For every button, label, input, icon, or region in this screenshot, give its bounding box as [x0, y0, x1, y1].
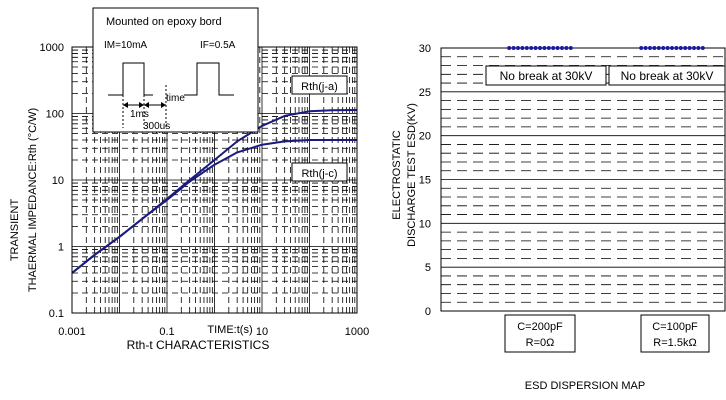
esd-category-box: [504, 314, 576, 353]
inset-label-300us: 300us: [143, 121, 170, 132]
esd-y-tick-label: 25: [419, 87, 431, 99]
esd-point: [560, 46, 564, 50]
esd-point: [529, 46, 534, 50]
esd-grid: [441, 56, 725, 303]
rth-y-tick-label: 0.1: [49, 308, 64, 320]
esd-point: [670, 46, 674, 50]
rth-caption: Rth-t CHARACTERISTICS: [127, 338, 270, 352]
esd-category-label-r: R=0Ω: [526, 337, 555, 349]
rth-x-tick-label: 1000: [345, 326, 369, 338]
inset-label-1ms: 1ms: [130, 109, 149, 120]
esd-point: [555, 46, 560, 50]
rth-x-tick-label: 0.1: [159, 326, 174, 338]
esd-point: [652, 46, 657, 50]
esd-point: [568, 46, 573, 50]
esd-category-label-c: C=200pF: [517, 321, 563, 333]
esd-plot-frame: [440, 47, 726, 312]
inset-pulse-im: [108, 62, 153, 96]
esd-point: [511, 46, 516, 50]
rth-y-tick-label: 100: [46, 109, 64, 121]
esd-y-tick-label: 20: [419, 131, 431, 143]
esd-point: [643, 46, 648, 50]
esd-y-tick-label: 30: [419, 43, 431, 55]
inset-title: Mounted on epoxy bord: [106, 16, 222, 28]
rth-jc-curve: [71, 139, 357, 274]
rth-jc-label: Rth(j-c): [301, 168, 337, 180]
esd-point: [696, 46, 701, 50]
esd-category-labels: C=200pF R=0Ω C=100pF R=1.5kΩ: [504, 314, 710, 353]
inset-label-if: IF=0.5A: [200, 40, 236, 51]
rth-curves: [71, 109, 358, 274]
esd-y-tick-label: 10: [419, 218, 431, 230]
esd-point: [542, 46, 547, 50]
rth-y-tick-label: 1000: [40, 42, 64, 54]
esd-point: [692, 46, 696, 50]
rth-ja-label: Rth(j-a): [301, 81, 338, 93]
legend-rth-ja: Rth(j-a): [291, 75, 348, 95]
esd-note-label: No break at 30kV: [500, 69, 593, 83]
rth-t-chart: 1000 100 10 1 0.1 0.001 0.1 10 1000 TIME:t(s) R…: [9, 7, 369, 352]
esd-notes: No break at 30kV No break at 30kV: [485, 65, 726, 86]
esd-point: [674, 46, 679, 50]
esd-y-tick-label: 15: [419, 175, 431, 187]
esd-point: [546, 46, 551, 50]
esd-category-label-r: R=1.5kΩ: [653, 337, 696, 349]
esd-caption: ESD DISPERSION MAP: [525, 380, 645, 392]
esd-point: [687, 46, 692, 50]
esd-point: [564, 46, 569, 50]
esd-y-axis-label-line2: DISCHARGE TEST ESD(KV): [406, 103, 418, 247]
esd-point: [533, 46, 538, 50]
inset-label-im: IM=10mA: [104, 40, 147, 51]
esd-point: [656, 46, 661, 50]
rth-y-tick-label: 10: [52, 175, 64, 187]
esd-point: [678, 46, 683, 50]
rth-y-tick-label: 1: [58, 242, 64, 254]
inset-label-time: time: [166, 93, 185, 104]
rth-y-axis-label-line1: TRANSIENT: [9, 199, 21, 262]
inset-pulse-if: [184, 62, 234, 96]
esd-point: [520, 46, 525, 50]
esd-point: [661, 46, 666, 50]
rth-y-tick-labels: 1000 100 10 1 0.1: [40, 42, 64, 320]
esd-note-box: [608, 65, 726, 86]
esd-category-label-c: C=100pF: [652, 321, 698, 333]
esd-note-box: [485, 65, 607, 86]
legend-rth-jc: Rth(j-c): [291, 162, 348, 182]
rth-x-tick-label: 0.001: [58, 326, 86, 338]
esd-points: [507, 46, 705, 50]
esd-y-tick-label: 0: [425, 306, 431, 318]
esd-point: [516, 46, 520, 50]
esd-y-tick-labels: 30 25 20 15 10 5 0: [419, 43, 431, 318]
esd-y-tick-label: 5: [425, 262, 431, 274]
esd-point: [700, 46, 705, 50]
esd-note-label: No break at 30kV: [621, 69, 714, 83]
esd-point: [551, 46, 556, 50]
rth-x-axis-label: TIME:t(s): [207, 324, 252, 336]
esd-point: [648, 46, 652, 50]
pulse-inset: Mounted on epoxy bord IM=10mA IF=0.5A 1m…: [92, 7, 259, 133]
rth-y-axis-label-line2: THAERMAL IMPEDANCE:Rth (°C/W): [27, 108, 39, 292]
esd-point: [524, 46, 529, 50]
esd-y-axis-label-line1: ELECTROSTATIC: [391, 130, 403, 219]
esd-point: [538, 46, 542, 50]
rth-x-tick-labels: 0.001 0.1 10 1000: [58, 326, 369, 338]
esd-point: [639, 46, 644, 50]
esd-point: [683, 46, 688, 50]
esd-point: [665, 46, 670, 50]
rth-x-tick-label: 10: [256, 326, 268, 338]
esd-category-box: [640, 314, 710, 353]
esd-point: [507, 46, 512, 50]
